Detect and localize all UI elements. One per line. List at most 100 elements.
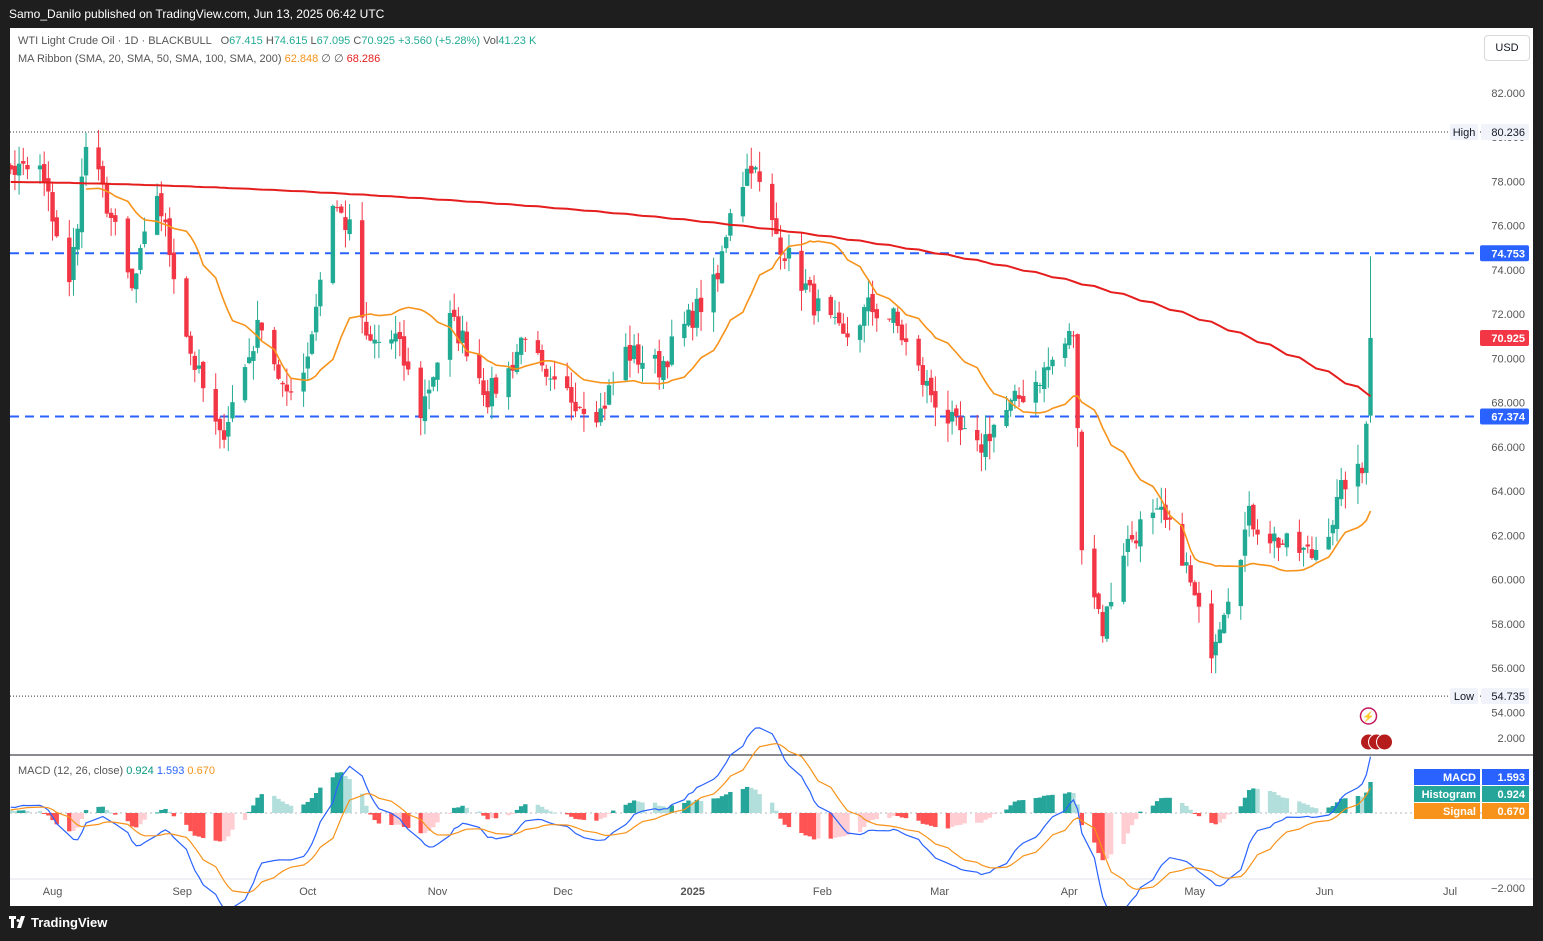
histogram-bar (1184, 805, 1189, 813)
candle-body (1150, 512, 1156, 519)
candle-body (1159, 506, 1164, 510)
histogram-bar (259, 794, 264, 813)
tradingview-logo[interactable]: TradingView (9, 915, 107, 930)
histogram-bar (1037, 797, 1043, 813)
macd-line-value: 1.593 (156, 765, 185, 777)
candle-body (1067, 330, 1072, 346)
macd-histogram (10, 772, 1373, 861)
candle-body (418, 367, 423, 419)
time-axis-label: Nov (428, 886, 448, 898)
histogram-bar (1125, 813, 1131, 834)
candle-body (740, 186, 746, 217)
lower-level-tag: 67.374 (1491, 412, 1526, 424)
candle-body (1033, 381, 1038, 403)
histogram-bar (255, 797, 260, 813)
candle-body (1184, 562, 1189, 566)
candle-body (251, 351, 256, 361)
candle-body (828, 296, 833, 316)
price-tick-label: 54.000 (1491, 707, 1525, 719)
macd-label[interactable]: MACD (12, 26, close) (18, 765, 124, 777)
candle-body (832, 316, 838, 318)
candle-body (920, 365, 926, 385)
candle-body (916, 338, 921, 366)
histogram-bar (711, 798, 716, 813)
histogram-bar (816, 813, 821, 839)
candle-body (1196, 592, 1202, 607)
candle-body (71, 247, 76, 281)
candle-body (1213, 641, 1218, 656)
histogram-bar (1213, 813, 1218, 825)
symbol-name[interactable]: WTI Light Crude Oil · 1D · BLACKBULL (18, 35, 212, 47)
earnings-event-icon (1359, 707, 1378, 725)
histogram-bar (21, 810, 26, 813)
candle-body (21, 161, 26, 164)
candle-body (514, 351, 520, 372)
candle-body (339, 206, 344, 213)
chart-panel[interactable]: 82.00080.00078.00076.00074.00072.00070.0… (10, 28, 1533, 906)
candle-body (452, 309, 457, 317)
histogram-bar (1188, 809, 1193, 813)
candle-body (523, 338, 528, 340)
histogram-bar (426, 813, 432, 831)
candle-body (41, 164, 47, 182)
price-tick-label: 58.000 (1491, 619, 1525, 631)
candle-body (1267, 533, 1273, 544)
tradingview-logo-icon (9, 916, 25, 928)
histogram-bar (690, 801, 695, 813)
histogram-bar (715, 798, 721, 813)
price-tick-label: 60.000 (1491, 575, 1525, 587)
histogram-bar (987, 813, 992, 818)
candle-body (1242, 529, 1248, 556)
histogram-bar (330, 777, 336, 813)
candle-body (485, 391, 490, 408)
candle-body (284, 384, 290, 392)
currency-button[interactable]: USD (1484, 35, 1530, 61)
candle-body (1221, 614, 1227, 634)
histogram-bar (1246, 790, 1252, 813)
chart-canvas[interactable]: 82.00080.00078.00076.00074.00072.00070.0… (10, 28, 1533, 906)
histogram-bar (1108, 813, 1114, 855)
histogram-bar (159, 809, 164, 813)
price-tick-label: 76.000 (1491, 221, 1525, 233)
histogram-bar (1226, 813, 1231, 815)
us-flag-event-icon (1376, 733, 1394, 751)
histogram-bar (1067, 792, 1072, 813)
histogram-bar (284, 804, 290, 813)
candle-body (184, 278, 189, 337)
candle-body (891, 308, 896, 323)
candle-body (991, 424, 997, 438)
histogram-bar (1138, 811, 1143, 813)
lightning-icon: ⚡ (1362, 710, 1374, 723)
time-axis-label: Sep (172, 886, 192, 898)
candle-body (481, 380, 486, 396)
candle-body (393, 333, 398, 342)
histogram-bar (728, 791, 733, 813)
candle-body (272, 329, 277, 365)
histogram-bar (1196, 813, 1202, 817)
candle-body (602, 405, 608, 409)
candle-body (949, 411, 955, 422)
candle-body (778, 237, 783, 255)
histogram-bar (640, 802, 645, 813)
price-tick-label: 68.000 (1491, 398, 1525, 410)
histogram-bar (1334, 802, 1340, 813)
histogram-bar (778, 813, 783, 819)
macd-tag-label: MACD (1443, 772, 1476, 784)
histogram-bar (811, 813, 817, 840)
histogram-bar (1150, 805, 1156, 813)
candle-body (807, 279, 813, 286)
histogram-bar (887, 813, 892, 818)
candle-body (246, 357, 252, 364)
histogram-bar (368, 813, 373, 815)
candle-body (874, 309, 879, 319)
ma-ribbon-label[interactable]: MA Ribbon (SMA, 20, SMA, 50, SMA, 100, S… (18, 53, 282, 65)
candle-body (694, 298, 700, 328)
candle-body (581, 408, 587, 414)
histogram-bar (740, 789, 746, 813)
histogram-bar (1326, 807, 1331, 813)
histogram-bar (1284, 798, 1290, 813)
histogram-bar (393, 813, 398, 825)
candle-body (945, 409, 951, 424)
price-tick-label: 70.000 (1491, 353, 1525, 365)
histogram-bar (192, 813, 198, 836)
